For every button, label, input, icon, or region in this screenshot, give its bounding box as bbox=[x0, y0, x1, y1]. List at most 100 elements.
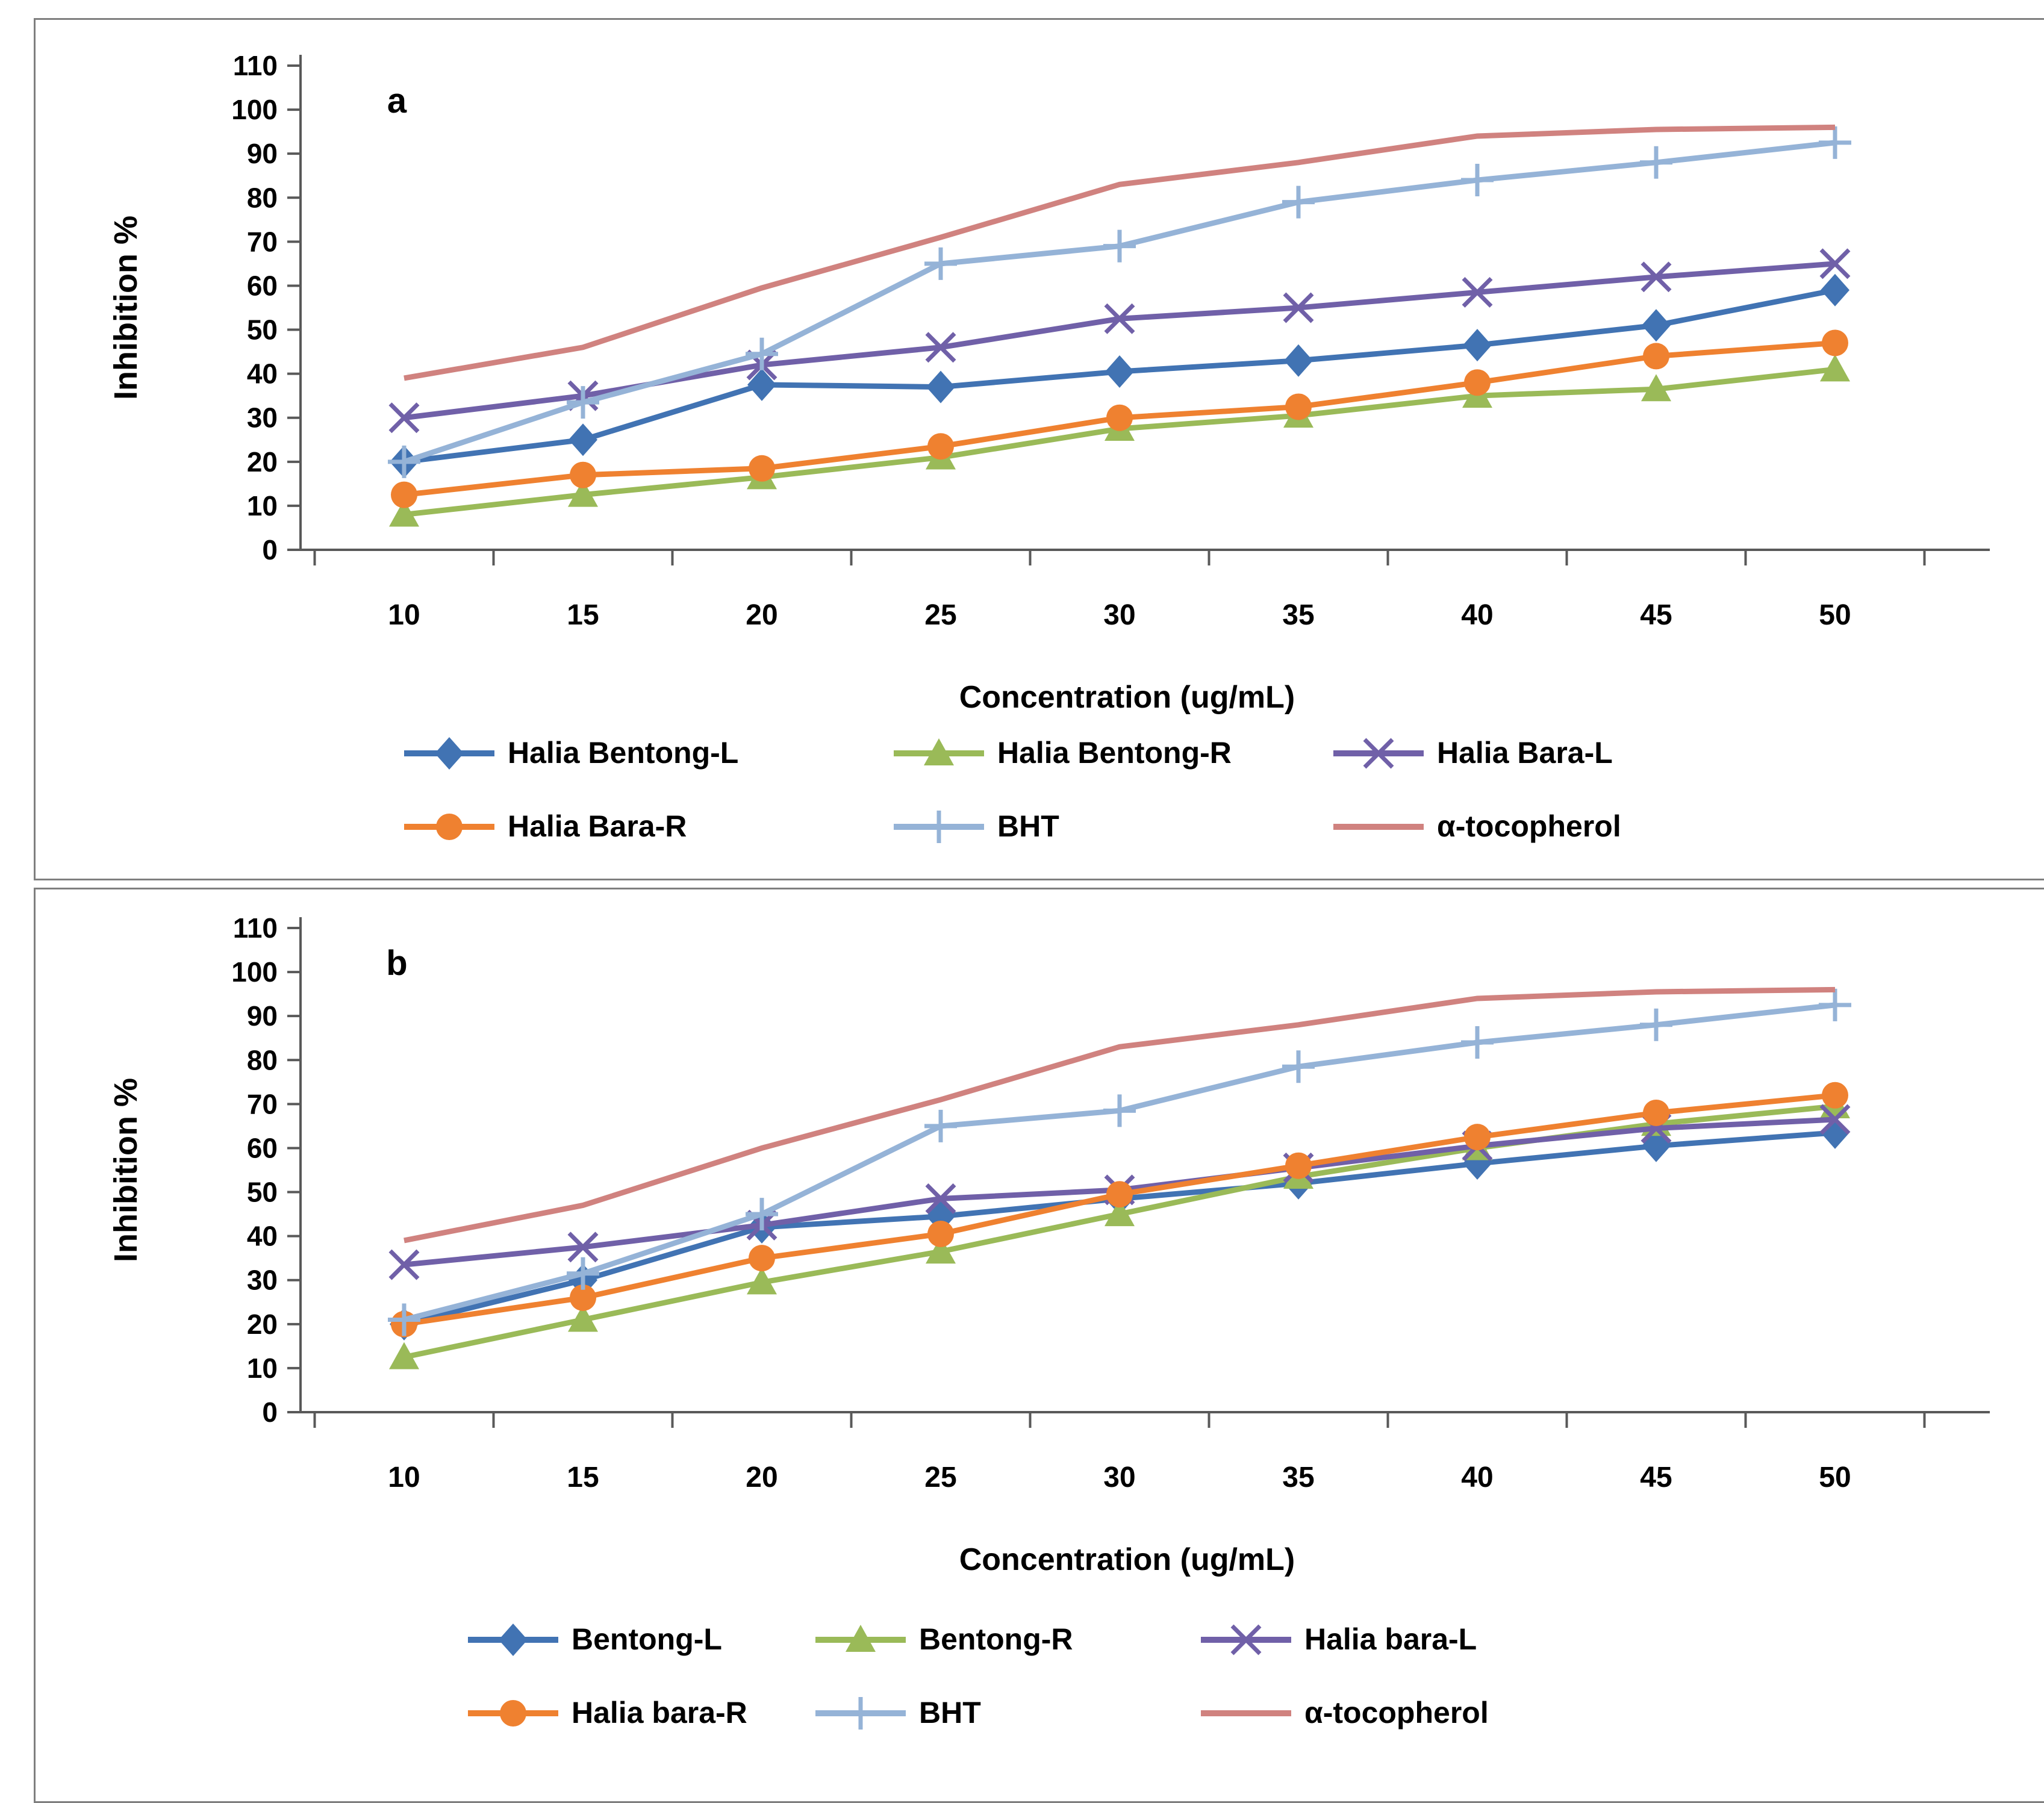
y-tick-label: 100 bbox=[231, 956, 278, 988]
series-marker-bht bbox=[1461, 1026, 1494, 1059]
y-tick-label: 70 bbox=[247, 1088, 278, 1119]
series-line-bentong-l bbox=[403, 1130, 1836, 1327]
series-marker-bht bbox=[924, 247, 957, 280]
y-tick-label: 110 bbox=[233, 50, 278, 81]
legend-swatch-marker bbox=[846, 1625, 876, 1652]
series-marker-halia-bara-r bbox=[927, 433, 954, 460]
y-tick-label: 50 bbox=[247, 1177, 278, 1208]
series-marker-halia-bentong-l bbox=[1821, 273, 1849, 307]
series-marker-bht bbox=[924, 1109, 957, 1142]
y-tick-label: 40 bbox=[247, 358, 278, 390]
series-marker-halia-bentong-l bbox=[1463, 329, 1492, 362]
y-tick-label: 60 bbox=[247, 1132, 278, 1163]
series-marker-bht bbox=[1819, 988, 1851, 1021]
y-tick-label: 80 bbox=[247, 1044, 278, 1076]
y-tick-label: 30 bbox=[247, 402, 278, 434]
series-marker-bht bbox=[1103, 229, 1136, 263]
legend-item-halia-bara-l: Halia Bara-L bbox=[1333, 736, 1613, 770]
legend-label: α-tocopherol bbox=[1304, 1696, 1489, 1730]
x-tick-label: 45 bbox=[1640, 599, 1672, 631]
series-marker-bentong-r bbox=[1105, 1199, 1135, 1227]
legend-item-bht: BHT bbox=[815, 1696, 981, 1730]
series-marker-halia-bentong-l bbox=[1284, 344, 1313, 377]
y-axis-title: Inhibition % bbox=[108, 1078, 144, 1262]
legend-swatch-marker bbox=[844, 1697, 877, 1730]
y-tick-label: 10 bbox=[247, 490, 278, 522]
series-marker-halia-bara-l bbox=[1462, 276, 1493, 308]
x-tick-label: 30 bbox=[1103, 599, 1135, 631]
series-marker-bht bbox=[746, 337, 778, 370]
series-marker-bht bbox=[1282, 185, 1315, 219]
panel-b: 0 10 20 30 40 50 60 70 80 90 100 110 10 15 20 25 30 35 40 4… bbox=[34, 888, 2044, 1803]
series-marker-halia-bara-l bbox=[925, 1183, 956, 1214]
series-marker-bht bbox=[1461, 164, 1494, 197]
legend-item-halia-bentong-r: Halia Bentong-R bbox=[894, 736, 1232, 770]
y-tick-label: 20 bbox=[247, 446, 278, 478]
panel-a: 0 10 20 30 40 50 60 70 80 90 100 110 10 15 20 25 30 35 40 4… bbox=[34, 18, 2044, 880]
y-tick-label: 100 bbox=[231, 94, 278, 125]
series-marker-halia-bentong-l bbox=[1642, 309, 1671, 342]
series-marker-halia-bara-l bbox=[1104, 303, 1135, 334]
series-line-tocopherol bbox=[404, 124, 1836, 381]
legend-swatch-marker bbox=[924, 738, 954, 765]
y-tick-label: 110 bbox=[233, 912, 278, 944]
x-tick-label: 40 bbox=[1461, 599, 1493, 631]
panel-letter: b bbox=[386, 944, 407, 983]
y-tick-label: 70 bbox=[247, 226, 278, 257]
y-tick-label: 10 bbox=[247, 1353, 278, 1384]
legend-swatch-marker bbox=[1230, 1624, 1262, 1655]
legend-label: Halia bara-L bbox=[1304, 1622, 1477, 1656]
series-marker-bht bbox=[746, 1198, 778, 1231]
y-tick-label: 40 bbox=[247, 1221, 278, 1252]
series-marker-halia-bara-r bbox=[1285, 393, 1312, 420]
legend-item-tocopherol: α-tocopherol bbox=[1201, 1696, 1489, 1730]
legend-swatch-marker bbox=[499, 1624, 528, 1656]
legend-label: Bentong-R bbox=[919, 1622, 1073, 1656]
series-marker-halia-bara-r bbox=[749, 1245, 775, 1272]
series-marker-halia-bentong-r bbox=[568, 479, 598, 507]
series-marker-halia-bara-r bbox=[1822, 1082, 1848, 1109]
series-marker-halia-bentong-l bbox=[1105, 355, 1134, 388]
series-marker-bht bbox=[388, 1303, 420, 1336]
legend-item-halia-bentong-l: Halia Bentong-L bbox=[404, 736, 738, 770]
legend-label: BHT bbox=[997, 809, 1059, 843]
y-tick-label: 90 bbox=[247, 138, 278, 169]
series-marker-halia-bentong-l bbox=[569, 423, 597, 456]
x-tick-label: 15 bbox=[567, 1462, 599, 1493]
series-marker-halia-bara-l bbox=[1819, 1104, 1851, 1135]
legend-item-halia-bara-r: Halia bara-R bbox=[468, 1696, 747, 1730]
x-tick-label: 25 bbox=[924, 1462, 956, 1493]
series-marker-halia-bentong-r bbox=[1641, 374, 1671, 402]
series-line-bht bbox=[403, 1002, 1836, 1322]
x-tick-label: 20 bbox=[746, 1462, 777, 1493]
x-tick-label: 35 bbox=[1282, 1462, 1314, 1493]
series-marker-halia-bentong-l bbox=[747, 368, 776, 401]
y-tick-label: 30 bbox=[247, 1265, 278, 1296]
series-marker-halia-bara-r bbox=[391, 481, 417, 508]
series-marker-bht bbox=[1282, 1050, 1315, 1083]
series-marker-bht bbox=[1640, 1008, 1672, 1041]
series-marker-bht bbox=[567, 386, 599, 419]
series-marker-bht bbox=[1640, 146, 1672, 179]
y-tick-label: 60 bbox=[247, 270, 278, 301]
y-tick-label: 0 bbox=[262, 534, 278, 565]
x-axis-title: Concentration (ug/mL) bbox=[959, 680, 1295, 715]
series-marker-bentong-r bbox=[747, 1267, 777, 1295]
series-marker-halia-bara-r bbox=[1464, 1124, 1491, 1151]
y-tick-label: 0 bbox=[262, 1397, 278, 1428]
legend-item-bentong-r: Bentong-R bbox=[815, 1622, 1073, 1656]
x-tick-label: 10 bbox=[388, 599, 420, 631]
legend-label: BHT bbox=[919, 1696, 981, 1730]
series-marker-halia-bentong-r bbox=[389, 499, 419, 527]
y-tick-label: 90 bbox=[247, 1000, 278, 1032]
series-line-tocopherol bbox=[404, 986, 1836, 1244]
series-marker-halia-bara-l bbox=[388, 402, 420, 434]
series-marker-halia-bara-r bbox=[1106, 404, 1133, 431]
legend-swatch-marker bbox=[435, 737, 464, 770]
series-marker-halia-bara-r bbox=[1643, 343, 1669, 370]
series-marker-halia-bentong-r bbox=[1820, 354, 1850, 382]
series-marker-halia-bara-r bbox=[927, 1220, 954, 1247]
y-tick-label: 20 bbox=[247, 1309, 278, 1340]
series-marker-halia-bara-r bbox=[1106, 1181, 1133, 1208]
legend-item-bht: BHT bbox=[894, 809, 1059, 843]
